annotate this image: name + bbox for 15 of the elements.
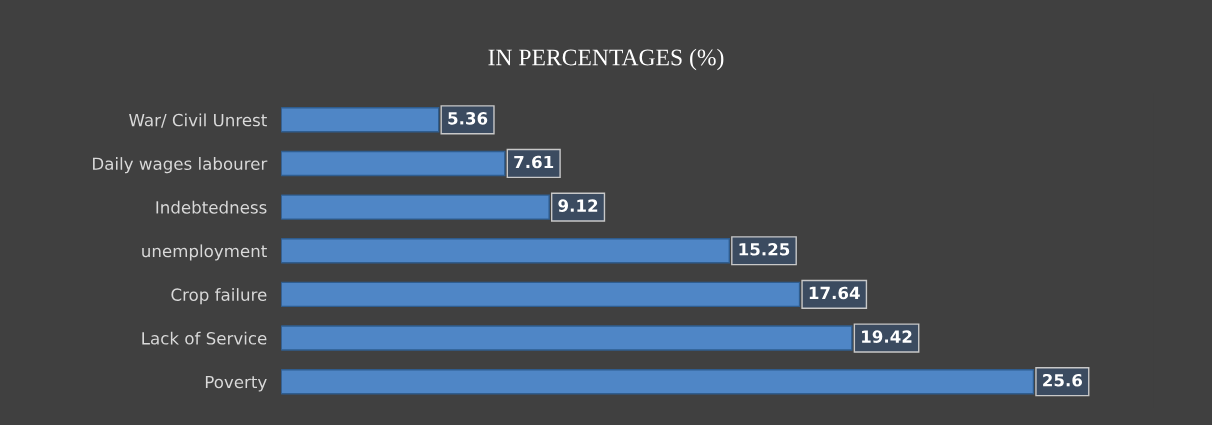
data-label: 15.25 [739,242,790,256]
data-label: 5.36 [448,112,488,125]
data-label: 17.64 [809,286,860,300]
data-label: 25.6 [1043,373,1083,387]
y-tick-label: Lack of Service [142,331,267,345]
y-tick-label: Daily wages labourer [93,157,268,174]
data-label: 7.61 [514,155,554,169]
chart-title: IN PERCENTAGES (%) [488,48,724,71]
y-tick-label: Crop failure [171,288,267,305]
y-tick-label: Poverty [205,375,267,392]
y-tick-label: War/ Civil Unrest [129,113,267,128]
y-tick-label: Indebtedness [156,200,267,214]
data-label: 19.42 [862,330,912,343]
data-label: 9.12 [558,199,598,212]
y-tick-label: unemployment [142,244,267,261]
